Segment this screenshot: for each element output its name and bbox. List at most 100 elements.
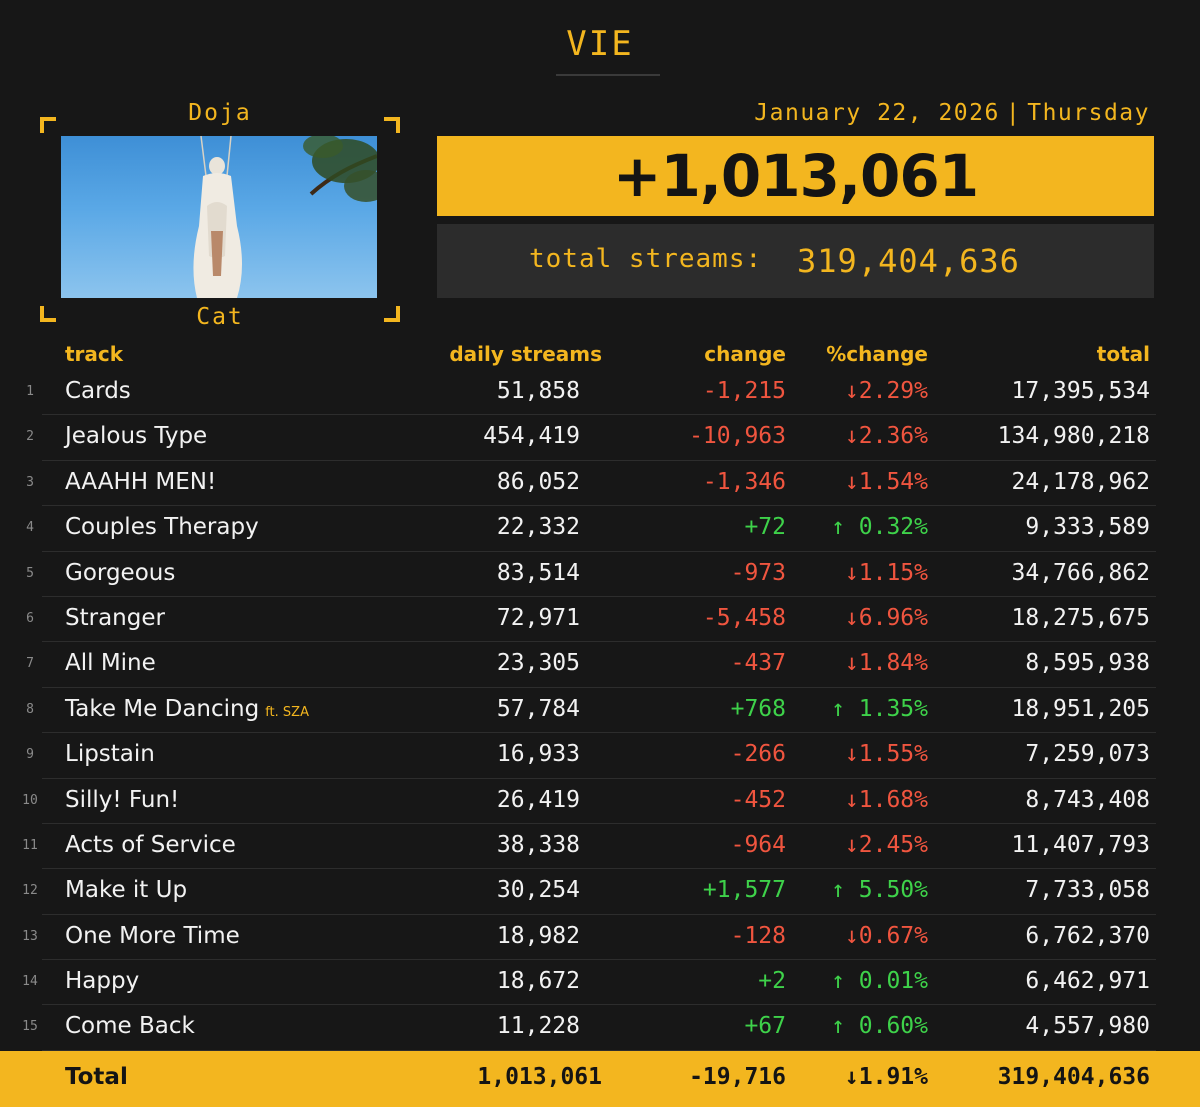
track-title: Cards	[65, 378, 131, 404]
track-name: Silly! Fun!	[65, 787, 179, 813]
track-name: One More Time	[65, 923, 240, 949]
total-row-total: 319,404,636	[997, 1064, 1150, 1090]
table-row: 15 Come Back 11,228 +67 ↑ 0.60% 4,557,980	[0, 1005, 1200, 1051]
total-row-label: Total	[65, 1064, 128, 1090]
percent-change: ↑ 0.32%	[831, 514, 928, 541]
table-row: 3 AAAHH MEN! 86,052 -1,346 ↓1.54% 24,178,962	[0, 461, 1200, 507]
album-cover-image	[61, 136, 377, 298]
table-row: 4 Couples Therapy 22,332 +72 ↑ 0.32% 9,333,58…	[0, 506, 1200, 552]
stream-change: -10,963	[689, 423, 786, 450]
table-row: 6 Stranger 72,971 -5,458 ↓6.96% 18,275,675	[0, 597, 1200, 643]
track-title: Happy	[65, 968, 140, 995]
header-percent-change: %change	[826, 342, 928, 366]
total-streams: 4,557,980	[1025, 1013, 1150, 1040]
row-index: 13	[22, 928, 38, 944]
track-name: Take Me Dancing ft. SZA	[65, 696, 309, 722]
table-row: 10 Silly! Fun! 26,419 -452 ↓1.68% 8,743,408	[0, 779, 1200, 824]
stream-change: -266	[730, 741, 786, 768]
stream-change: -1,215	[702, 378, 786, 404]
percent-change: ↑ 0.01%	[831, 968, 928, 995]
daily-streams: 57,784	[496, 695, 580, 722]
table-row: 7 All Mine 23,305 -437 ↓1.84% 8,595,938	[0, 642, 1200, 688]
track-title: Stranger	[65, 604, 165, 631]
track-table-body: 1 Cards 51,858 -1,215 ↓2.29% 17,395,534 2 Jealo…	[0, 370, 1200, 1051]
track-title: AAAHH MEN!	[65, 468, 217, 495]
stream-change: +1,577	[702, 877, 786, 904]
total-row: Total 1,013,061 -19,716 ↓1.91% 319,404,6…	[0, 1051, 1200, 1107]
track-title: All Mine	[65, 650, 156, 677]
row-divider	[42, 1049, 1156, 1051]
daily-streams: 72,971	[496, 604, 580, 631]
frame-corner-top-left	[40, 117, 56, 133]
percent-change: ↓2.36%	[844, 423, 928, 450]
daily-streams: 30,254	[496, 877, 580, 904]
percent-change: ↓1.68%	[844, 786, 928, 813]
daily-streams: 86,052	[496, 468, 580, 495]
stream-change: -1,346	[702, 468, 786, 495]
row-index: 9	[26, 747, 34, 763]
row-index: 2	[26, 429, 34, 445]
total-streams: 17,395,534	[1011, 378, 1150, 404]
album-title: VIE	[566, 24, 634, 64]
track-title: Make it Up	[65, 877, 188, 904]
daily-streams: 38,338	[496, 831, 580, 858]
total-streams: 8,743,408	[1025, 786, 1150, 813]
track-title: Couples Therapy	[65, 514, 259, 541]
row-index: 4	[26, 520, 34, 536]
total-streams: 18,951,205	[1011, 695, 1150, 722]
percent-change: ↑ 5.50%	[831, 877, 928, 904]
total-streams: 18,275,675	[1011, 604, 1150, 631]
daily-streams: 18,982	[496, 922, 580, 949]
row-index: 7	[26, 656, 34, 672]
row-index: 8	[26, 701, 34, 717]
row-index: 3	[26, 474, 34, 490]
row-index: 6	[26, 610, 34, 626]
total-streams: 7,733,058	[1025, 877, 1150, 904]
total-row-change: -19,716	[689, 1064, 786, 1090]
track-name: Make it Up	[65, 877, 187, 903]
weekday-text: Thursday	[1027, 100, 1150, 126]
total-streams: 9,333,589	[1025, 514, 1150, 541]
track-name: Lipstain	[65, 741, 155, 767]
track-feature: ft. SZA	[265, 704, 309, 720]
stream-change: -973	[730, 559, 786, 586]
table-row: 11 Acts of Service 38,338 -964 ↓2.45% 11,407,…	[0, 824, 1200, 870]
daily-streams: 22,332	[496, 514, 580, 541]
total-streams-value: 319,404,636	[797, 242, 1020, 280]
total-streams: 34,766,862	[1011, 559, 1150, 586]
track-name: AAAHH MEN!	[65, 469, 216, 495]
total-streams: 24,178,962	[1011, 468, 1150, 495]
percent-change: ↓2.45%	[844, 831, 928, 858]
track-name: Stranger	[65, 605, 165, 631]
total-streams: 6,762,370	[1025, 922, 1150, 949]
stream-change: -964	[730, 831, 786, 858]
title-divider	[556, 74, 660, 76]
row-divider	[42, 732, 1156, 734]
percent-change: ↑ 1.35%	[831, 695, 928, 722]
stream-change: -5,458	[702, 604, 786, 631]
row-divider	[42, 686, 1156, 688]
daily-streams: 454,419	[483, 423, 580, 450]
track-name: Couples Therapy	[65, 514, 259, 540]
total-streams-box: total streams: 319,404,636	[437, 224, 1154, 298]
percent-change: ↓1.54%	[844, 468, 928, 495]
total-row-daily: 1,013,061	[477, 1064, 602, 1090]
daily-streams: 16,933	[496, 741, 580, 768]
total-streams: 6,462,971	[1025, 968, 1150, 995]
track-title: Gorgeous	[65, 559, 176, 586]
table-row: 1 Cards 51,858 -1,215 ↓2.29% 17,395,534	[0, 370, 1200, 416]
track-title: Jealous Type	[65, 423, 208, 450]
header-total: total	[1096, 342, 1150, 366]
row-divider	[42, 641, 1156, 643]
date-line: January 22, 2026 | Thursday	[754, 100, 1150, 126]
row-divider	[42, 777, 1156, 779]
track-title: Take Me Dancing	[65, 695, 260, 722]
date-text: January 22, 2026	[754, 100, 1000, 126]
daily-streams: 11,228	[496, 1013, 580, 1040]
frame-corner-bottom-left	[40, 306, 56, 322]
percent-change: ↓1.55%	[844, 741, 928, 768]
table-row: 14 Happy 18,672 +2 ↑ 0.01% 6,462,971	[0, 960, 1200, 1006]
row-divider	[42, 822, 1156, 824]
stream-change: -437	[730, 650, 786, 677]
track-name: All Mine	[65, 650, 156, 676]
